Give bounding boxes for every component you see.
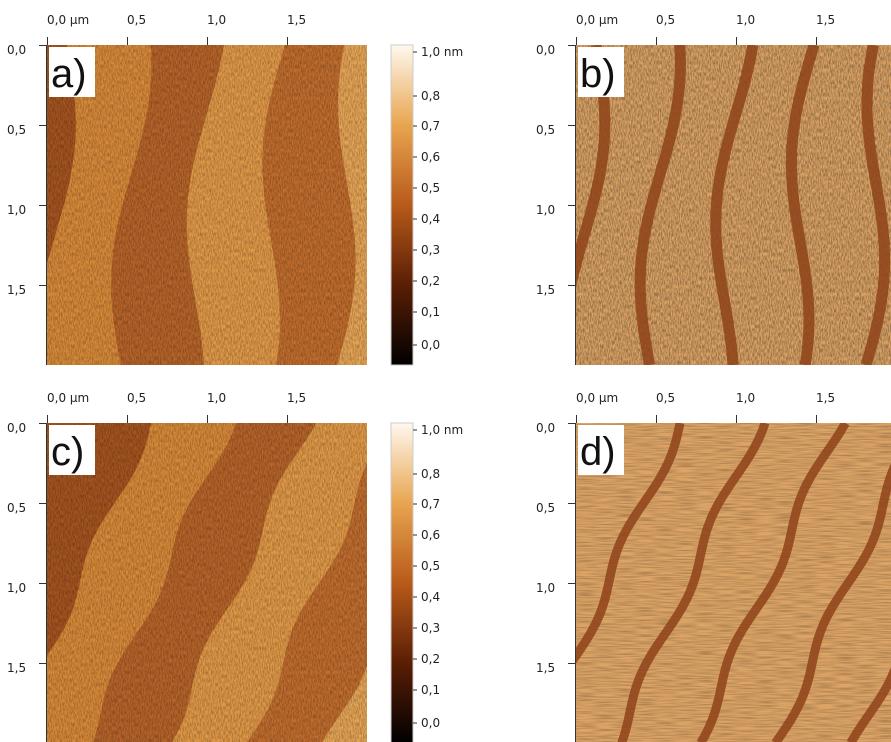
colorbar-label: 0,0 <box>421 338 440 352</box>
panel: d) 0,0 µm 0,5 1,0 1,5 0,0 0,5 1,0 1,5 <box>536 391 891 742</box>
colorbar-label: 0,1 <box>421 305 440 319</box>
colorbar <box>391 423 413 742</box>
colorbar-label: 1,0 nm <box>421 45 463 59</box>
colorbar-label: 0,0 <box>421 716 440 730</box>
colorbar-label: 0,2 <box>421 652 440 666</box>
colorbar-label: 0,5 <box>421 181 440 195</box>
y-tick-label: 1,5 <box>536 661 555 675</box>
figure: a) 0,0 µm 0,5 1,0 1,5 0,0 0,5 1,0 1,5 1,0 nm 0,8 0,… <box>0 0 891 742</box>
panel-label: b) <box>580 52 616 96</box>
colorbar-label: 0,5 <box>421 559 440 573</box>
y-tick-label: 1,0 <box>7 581 26 595</box>
panel-label: c) <box>51 430 84 474</box>
colorbar-label: 0,6 <box>421 150 440 164</box>
colorbar-label: 0,6 <box>421 528 440 542</box>
x-tick-label: 0,0 µm <box>47 391 89 405</box>
y-tick-label: 0,0 <box>536 421 555 435</box>
colorbar-label: 0,7 <box>421 497 440 511</box>
y-tick-label: 0,5 <box>536 123 555 137</box>
y-tick-label: 0,5 <box>536 501 555 515</box>
colorbar-label: 0,8 <box>421 467 440 481</box>
y-tick-label: 1,5 <box>536 283 555 297</box>
y-tick-label: 1,5 <box>7 283 26 297</box>
y-tick-label: 1,0 <box>536 581 555 595</box>
colorbar-label: 0,7 <box>421 119 440 133</box>
colorbar-label: 0,1 <box>421 683 440 697</box>
colorbar-label: 0,3 <box>421 243 440 257</box>
x-tick-label: 1,5 <box>816 391 835 405</box>
x-tick-label: 0,5 <box>656 13 675 27</box>
x-tick-label: 1,5 <box>816 13 835 27</box>
x-tick-label: 1,5 <box>287 13 306 27</box>
y-tick-label: 1,5 <box>7 661 26 675</box>
x-tick-label: 1,0 <box>207 391 226 405</box>
x-tick-label: 0,5 <box>127 391 146 405</box>
y-tick-label: 0,0 <box>7 43 26 57</box>
panel-label: d) <box>580 430 616 474</box>
x-tick-label: 1,0 <box>207 13 226 27</box>
y-tick-label: 0,0 <box>7 421 26 435</box>
colorbar <box>391 45 413 365</box>
y-tick-label: 1,0 <box>7 203 26 217</box>
x-tick-label: 0,0 µm <box>576 391 618 405</box>
colorbar-label: 1,0 nm <box>421 423 463 437</box>
colorbar-label: 0,4 <box>421 212 440 226</box>
y-tick-label: 0,5 <box>7 501 26 515</box>
colorbar-label: 0,4 <box>421 590 440 604</box>
y-tick-label: 0,5 <box>7 123 26 137</box>
panel-label: a) <box>51 52 87 96</box>
colorbar-label: 0,8 <box>421 89 440 103</box>
panel: c) 0,0 µm 0,5 1,0 1,5 0,0 0,5 1,0 1,5 1,0 nm 0,8 0,… <box>7 391 545 742</box>
x-tick-label: 0,5 <box>656 391 675 405</box>
x-tick-label: 0,0 µm <box>576 13 618 27</box>
x-tick-label: 0,0 µm <box>47 13 89 27</box>
panel: a) 0,0 µm 0,5 1,0 1,5 0,0 0,5 1,0 1,5 1,0 nm 0,8 0,… <box>7 13 463 365</box>
y-tick-label: 1,0 <box>536 203 555 217</box>
colorbar-label: 0,3 <box>421 621 440 635</box>
x-tick-label: 1,0 <box>736 391 755 405</box>
x-tick-label: 1,5 <box>287 391 306 405</box>
x-tick-label: 0,5 <box>127 13 146 27</box>
colorbar-label: 0,2 <box>421 274 440 288</box>
panel: b) 0,0 µm 0,5 1,0 1,5 0,0 0,5 1,0 1,5 <box>536 13 891 365</box>
y-tick-label: 0,0 <box>536 43 555 57</box>
x-tick-label: 1,0 <box>736 13 755 27</box>
